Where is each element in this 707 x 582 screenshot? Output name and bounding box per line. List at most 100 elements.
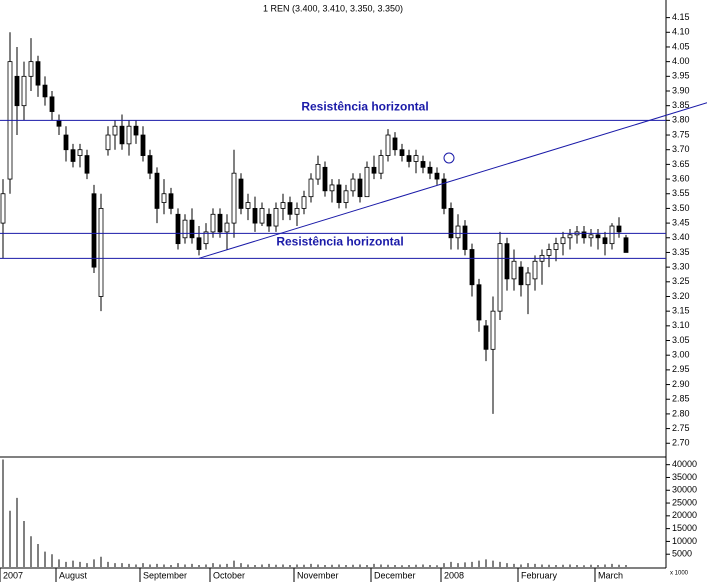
- candle-body: [63, 134, 69, 151]
- y-tick-label: 3.45: [672, 217, 690, 227]
- candle-body: [504, 243, 510, 280]
- candle-body: [336, 184, 342, 203]
- x-tick-label: August: [59, 570, 88, 580]
- candle-body: [371, 166, 377, 174]
- x-tick-label: 2007: [3, 570, 23, 580]
- volume-tick-label: 30000: [672, 485, 697, 495]
- candle-body: [315, 163, 321, 180]
- y-tick-label: 3.15: [672, 306, 690, 316]
- y-tick-label: 2.80: [672, 408, 690, 418]
- volume-tick-label: 10000: [672, 536, 697, 546]
- candle-body: [210, 213, 216, 233]
- candle-body: [560, 237, 566, 245]
- candle-body: [266, 213, 272, 227]
- candle-body: [133, 125, 139, 136]
- reference-label: Resistência horizontal: [276, 235, 403, 249]
- x-tick-label: November: [297, 570, 339, 580]
- candle-body: [553, 243, 559, 250]
- candle-body: [0, 193, 6, 224]
- candle-body: [294, 208, 300, 215]
- candle-body: [343, 190, 349, 203]
- chart-title: 1 REN (3.400, 3.410, 3.350, 3.350): [263, 3, 403, 13]
- x-tick-label: 2008: [444, 570, 464, 580]
- x-tick-label: March: [598, 570, 623, 580]
- candle-body: [469, 249, 475, 286]
- candle-body: [413, 155, 419, 162]
- candle-body: [462, 225, 468, 250]
- candle-body: [518, 266, 524, 286]
- volume-tick-label: 15000: [672, 523, 697, 533]
- y-tick-label: 2.75: [672, 423, 690, 433]
- candle-body: [546, 249, 552, 256]
- candle-body: [329, 184, 335, 192]
- candle-body: [91, 193, 97, 268]
- candle-body: [385, 134, 391, 156]
- candle-body: [224, 222, 230, 233]
- candle-body: [399, 149, 405, 156]
- candle-body: [35, 61, 41, 86]
- candle-body: [49, 96, 55, 112]
- y-tick-label: 3.70: [672, 144, 690, 154]
- candle-body: [567, 234, 573, 239]
- candle-body: [322, 166, 328, 192]
- candle-body: [105, 134, 111, 151]
- candle-body: [588, 234, 594, 239]
- candle-body: [217, 213, 223, 233]
- candle-body: [392, 137, 398, 151]
- y-tick-label: 3.10: [672, 320, 690, 330]
- candle-body: [112, 125, 118, 136]
- y-tick-label: 3.90: [672, 85, 690, 95]
- candle-body: [595, 234, 601, 239]
- candle-body: [21, 75, 27, 107]
- y-tick-label: 3.65: [672, 159, 690, 169]
- y-tick-label: 3.20: [672, 291, 690, 301]
- candle-body: [420, 161, 426, 168]
- candle-body: [189, 219, 195, 239]
- candle-body: [364, 166, 370, 198]
- candle-body: [441, 178, 447, 209]
- candle-body: [483, 325, 489, 350]
- candle-body: [287, 202, 293, 215]
- candle-body: [525, 272, 531, 286]
- candle-body: [427, 166, 433, 174]
- candle-body: [350, 178, 356, 192]
- y-tick-label: 3.25: [672, 276, 690, 286]
- candle-body: [203, 231, 209, 245]
- candle-body: [14, 75, 20, 107]
- candle-body: [56, 119, 62, 127]
- x-tick-label: February: [521, 570, 558, 580]
- candle-body: [140, 134, 146, 156]
- candle-body: [98, 208, 104, 297]
- y-tick-label: 4.15: [672, 12, 690, 22]
- candle-body: [616, 225, 622, 233]
- volume-tick-label: 5000: [672, 549, 692, 559]
- y-tick-label: 3.85: [672, 100, 690, 110]
- candle-body: [602, 237, 608, 245]
- volume-tick-label: 25000: [672, 497, 697, 507]
- y-tick-label: 3.05: [672, 335, 690, 345]
- candle-body: [308, 178, 314, 198]
- candle-body: [84, 155, 90, 174]
- candle-body: [301, 196, 307, 209]
- candle-body: [581, 231, 587, 239]
- candle-body: [252, 208, 258, 224]
- candle-body: [245, 202, 251, 209]
- y-tick-label: 3.95: [672, 71, 690, 81]
- y-tick-label: 4.00: [672, 56, 690, 66]
- volume-tick-label: 20000: [672, 510, 697, 520]
- candle-body: [490, 310, 496, 350]
- candle-body: [196, 237, 202, 250]
- candle-body: [497, 243, 503, 312]
- candle-body: [168, 193, 174, 209]
- y-tick-label: 3.60: [672, 173, 690, 183]
- y-tick-label: 3.75: [672, 129, 690, 139]
- candle-body: [357, 178, 363, 198]
- candle-body: [70, 149, 76, 162]
- candle-body: [42, 84, 48, 98]
- trend-line: [198, 102, 707, 259]
- candle-body: [238, 178, 244, 209]
- candle-body: [476, 284, 482, 321]
- candle-body: [434, 172, 440, 180]
